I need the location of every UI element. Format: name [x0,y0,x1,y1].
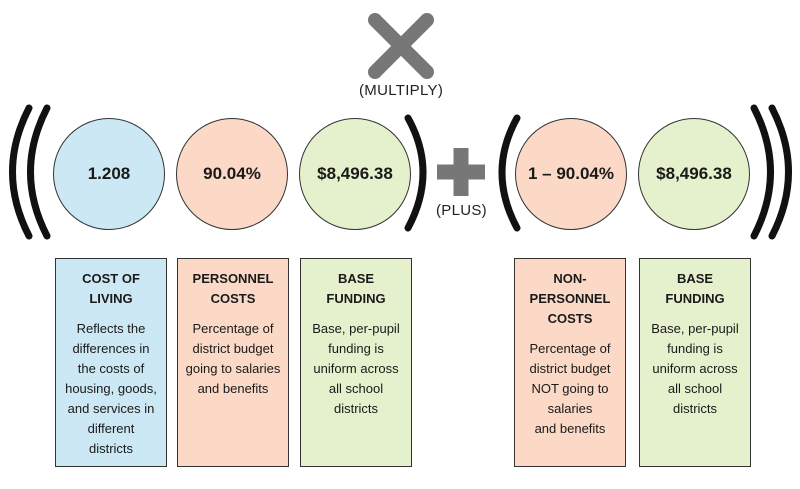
non-personnel-costs-card: NON-PERSONNEL COSTS Percentage of distri… [514,258,626,467]
cost-of-living-value: 1.208 [53,118,165,230]
card-title: BASE FUNDING [326,271,386,306]
right-close-double-paren-icon [750,104,792,240]
base-funding-value-2: $8,496.38 [638,118,750,230]
base-funding-value: $8,496.38 [299,118,411,230]
plus-label: (PLUS) [436,202,487,219]
plus-icon [437,148,485,196]
personnel-costs-value: 90.04% [176,118,288,230]
non-personnel-costs-value: 1 – 90.04% [515,118,627,230]
multiply-icon [368,13,434,79]
card-description: Base, per-pupil funding is uniform acros… [312,321,400,416]
cost-of-living-card: COST OF LIVING Reflects the differences … [55,258,167,467]
card-title: NON-PERSONNEL COSTS [529,271,611,326]
left-close-paren-icon [404,114,427,232]
card-description: Percentage of district budget going to s… [185,321,281,396]
multiply-label: (MULTIPLY) [359,82,444,99]
base-funding-card-2: BASE FUNDING Base, per-pupil funding is … [639,258,751,467]
right-open-paren-icon [498,114,521,232]
card-title: PERSONNEL COSTS [192,271,274,306]
left-open-double-paren-icon [9,104,51,240]
card-title: BASE FUNDING [665,271,725,306]
base-funding-card: BASE FUNDING Base, per-pupil funding is … [300,258,412,467]
card-title: COST OF LIVING [82,271,140,306]
personnel-costs-card: PERSONNEL COSTS Percentage of district b… [177,258,289,467]
card-description: Base, per-pupil funding is uniform acros… [651,321,739,416]
card-description: Percentage of district budget NOT going … [529,341,611,436]
card-description: Reflects the differences in the costs of… [65,321,157,456]
